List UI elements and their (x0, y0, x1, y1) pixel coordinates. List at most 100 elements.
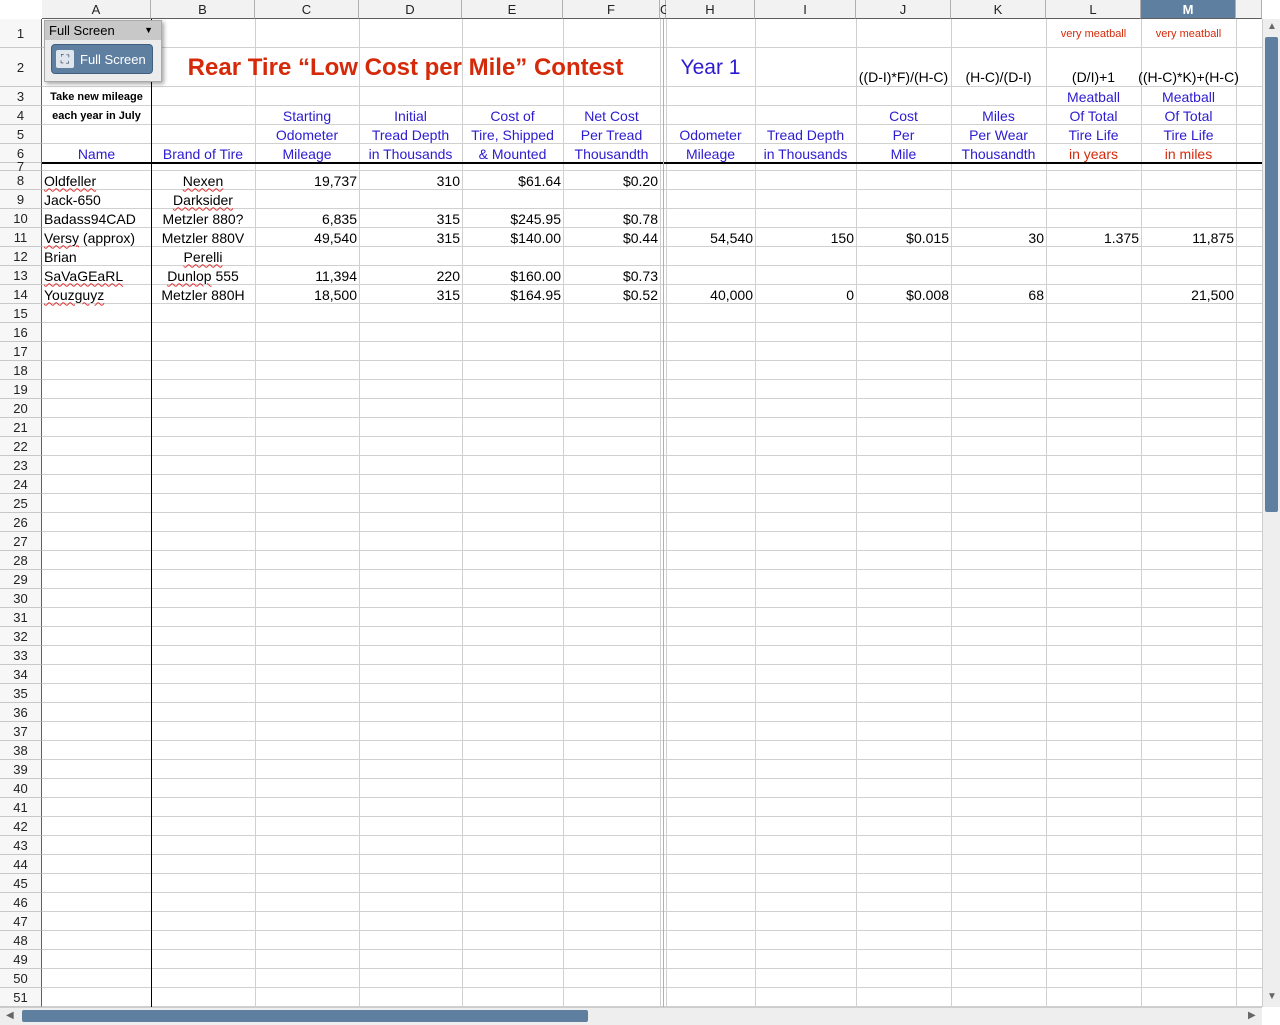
column-title-cell[interactable]: Cost (856, 106, 951, 125)
column-title-cell[interactable]: Per Wear (951, 125, 1046, 144)
sheet-title[interactable]: Rear Tire “Low Cost per Mile” Contest (151, 48, 660, 87)
column-header-J[interactable]: J (856, 0, 951, 19)
row-header[interactable]: 4 (0, 106, 42, 125)
data-cell[interactable]: $160.00 (462, 266, 563, 285)
row-header[interactable]: 36 (0, 703, 42, 722)
row-header[interactable]: 30 (0, 589, 42, 608)
data-cell[interactable]: Perelli (151, 247, 255, 266)
data-cell[interactable]: Darksider (151, 190, 255, 209)
data-cell[interactable]: Metzler 880H (151, 285, 255, 304)
row-header[interactable]: 14 (0, 285, 42, 304)
data-cell[interactable]: 315 (359, 228, 462, 247)
row-header[interactable]: 32 (0, 627, 42, 646)
column-title-cell[interactable]: Tire, Shipped (462, 125, 563, 144)
formula-cell[interactable]: ((D-I)*F)/(H-C) (856, 48, 951, 87)
row-header[interactable]: 38 (0, 741, 42, 760)
column-title-cell[interactable]: Cost of (462, 106, 563, 125)
data-cell[interactable]: Versy (approx) (42, 228, 151, 247)
column-title-cell[interactable]: & Mounted (462, 144, 563, 163)
year-label[interactable]: Year 1 (666, 48, 755, 87)
data-cell[interactable]: $0.78 (563, 209, 660, 228)
formula-cell[interactable]: ((H-C)*K)+(H-C) (1138, 48, 1239, 87)
row-header[interactable]: 35 (0, 684, 42, 703)
row-header[interactable]: 46 (0, 893, 42, 912)
row-header[interactable]: 49 (0, 950, 42, 969)
data-cell[interactable]: 30 (951, 228, 1046, 247)
row-header[interactable]: 47 (0, 912, 42, 931)
row-header[interactable]: 15 (0, 304, 42, 323)
vertical-scroll-thumb[interactable] (1265, 37, 1278, 512)
column-header-M[interactable]: M (1141, 0, 1236, 19)
row-header[interactable]: 2 (0, 48, 42, 87)
scroll-down-icon[interactable]: ▼ (1267, 991, 1277, 1002)
column-title-cell[interactable]: Miles (951, 106, 1046, 125)
data-cell[interactable]: 18,500 (255, 285, 359, 304)
row-header[interactable]: 12 (0, 247, 42, 266)
formula-cell[interactable]: (H-C)/(D-I) (951, 48, 1046, 87)
data-cell[interactable]: $0.52 (563, 285, 660, 304)
column-title-cell[interactable]: Mile (856, 144, 951, 163)
column-title-cell[interactable]: in miles (1141, 144, 1236, 163)
data-cell[interactable]: $0.015 (856, 228, 951, 247)
full-screen-button[interactable]: ⛶ Full Screen (51, 44, 153, 74)
data-cell[interactable]: $164.95 (462, 285, 563, 304)
column-title-cell[interactable]: Tread Depth (755, 125, 856, 144)
row-header[interactable]: 16 (0, 323, 42, 342)
column-title-cell[interactable]: Odometer (255, 125, 359, 144)
data-cell[interactable]: 40,000 (666, 285, 755, 304)
row-header[interactable]: 45 (0, 874, 42, 893)
column-title-cell[interactable]: in years (1046, 144, 1141, 163)
note-cell[interactable]: each year in July (42, 106, 151, 125)
row-header[interactable]: 27 (0, 532, 42, 551)
row-header[interactable]: 40 (0, 779, 42, 798)
column-header-A[interactable]: A (42, 0, 151, 19)
row-header[interactable]: 24 (0, 475, 42, 494)
data-cell[interactable]: Nexen (151, 171, 255, 190)
data-cell[interactable]: $245.95 (462, 209, 563, 228)
row-header[interactable]: 25 (0, 494, 42, 513)
data-cell[interactable]: 220 (359, 266, 462, 285)
data-cell[interactable]: Badass94CAD (42, 209, 151, 228)
column-title-cell[interactable]: Net Cost (563, 106, 660, 125)
column-title-cell[interactable]: Odometer (666, 125, 755, 144)
column-title-cell[interactable]: Meatball (1141, 87, 1236, 106)
horizontal-scrollbar[interactable]: ◀ ▶ (0, 1007, 1262, 1025)
column-title-cell[interactable]: Tire Life (1046, 125, 1141, 144)
row-header[interactable]: 18 (0, 361, 42, 380)
data-cell[interactable]: Dunlop 555 (151, 266, 255, 285)
data-cell[interactable]: 0 (755, 285, 856, 304)
column-header-blank[interactable] (1236, 0, 1262, 19)
data-cell[interactable]: Oldfeller (42, 171, 151, 190)
row-header[interactable]: 8 (0, 171, 42, 190)
row-header[interactable]: 21 (0, 418, 42, 437)
data-cell[interactable]: 315 (359, 285, 462, 304)
formula-cell[interactable]: (D/I)+1 (1046, 48, 1141, 87)
column-title-cell[interactable]: Name (42, 144, 151, 163)
column-header-L[interactable]: L (1046, 0, 1141, 19)
row-header[interactable]: 1 (0, 19, 42, 48)
column-header-G[interactable]: G (660, 0, 670, 19)
note-cell[interactable]: Take new mileage (42, 87, 151, 106)
row-header[interactable]: 17 (0, 342, 42, 361)
row-header[interactable]: 5 (0, 125, 42, 144)
data-cell[interactable]: Youzguyz (42, 285, 151, 304)
row-header[interactable]: 7 (0, 159, 42, 174)
column-title-cell[interactable]: Of Total (1046, 106, 1141, 125)
row-header[interactable]: 51 (0, 988, 42, 1007)
data-cell[interactable]: 19,737 (255, 171, 359, 190)
column-title-cell[interactable]: Of Total (1141, 106, 1236, 125)
data-cell[interactable]: Jack-650 (42, 190, 151, 209)
scroll-up-icon[interactable]: ▲ (1267, 21, 1277, 32)
column-header-K[interactable]: K (951, 0, 1046, 19)
row-header[interactable]: 19 (0, 380, 42, 399)
data-cell[interactable]: 68 (951, 285, 1046, 304)
column-title-cell[interactable]: Starting (255, 106, 359, 125)
row-header[interactable]: 9 (0, 190, 42, 209)
column-title-cell[interactable]: in Thousands (755, 144, 856, 163)
column-header-D[interactable]: D (359, 0, 462, 19)
horizontal-scroll-thumb[interactable] (22, 1010, 588, 1022)
data-cell[interactable]: $0.008 (856, 285, 951, 304)
data-cell[interactable]: 11,875 (1141, 228, 1236, 247)
column-header-E[interactable]: E (462, 0, 563, 19)
data-cell[interactable]: SaVaGEaRL (42, 266, 151, 285)
